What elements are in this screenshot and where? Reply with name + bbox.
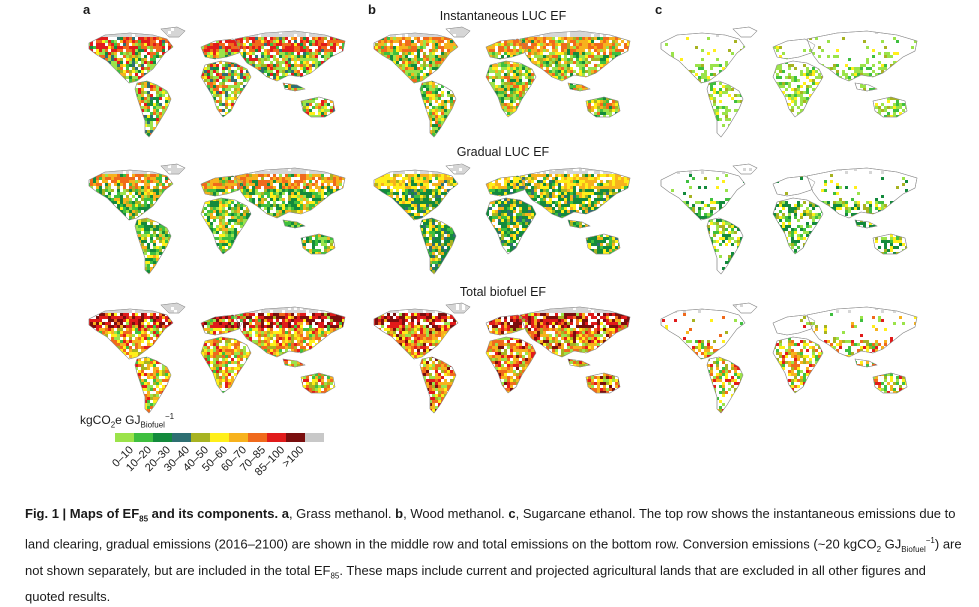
legend-swatch bbox=[172, 433, 191, 442]
row-title-instantaneous: Instantaneous LUC EF bbox=[373, 9, 633, 23]
map-c-gradual bbox=[647, 162, 925, 282]
legend-colorbar bbox=[115, 433, 324, 442]
map-a-total bbox=[75, 301, 353, 421]
figure-caption: Fig. 1 | Maps of EF85 and its components… bbox=[25, 503, 965, 607]
world-map-svg bbox=[373, 26, 631, 138]
legend-swatch bbox=[305, 433, 324, 442]
row-title-gradual: Gradual LUC EF bbox=[373, 145, 633, 159]
world-map-svg bbox=[88, 26, 346, 138]
map-c-total bbox=[647, 301, 925, 421]
world-map-svg bbox=[88, 163, 346, 275]
legend-swatch bbox=[210, 433, 229, 442]
legend-swatch bbox=[134, 433, 153, 442]
legend-unit: kgCO2e GJBiofuel−1 bbox=[80, 412, 174, 429]
map-b-gradual bbox=[360, 162, 638, 282]
legend-swatch bbox=[286, 433, 305, 442]
legend-swatch bbox=[153, 433, 172, 442]
legend-tick-label: >100 bbox=[280, 444, 306, 470]
legend-swatch bbox=[115, 433, 134, 442]
legend-swatch bbox=[248, 433, 267, 442]
legend-tick-labels: 0–10 10–20 20–30 30–40 40–50 50–60 60–70 70–85 8… bbox=[110, 444, 315, 484]
map-a-instantaneous bbox=[75, 25, 353, 145]
map-c-instantaneous bbox=[647, 25, 925, 145]
map-b-total bbox=[360, 301, 638, 421]
row-title-total: Total biofuel EF bbox=[373, 285, 633, 299]
legend-swatch bbox=[191, 433, 210, 442]
map-b-instantaneous bbox=[360, 25, 638, 145]
map-a-gradual bbox=[75, 162, 353, 282]
panel-label-b: b bbox=[368, 2, 376, 17]
legend-swatch bbox=[267, 433, 286, 442]
legend-swatch bbox=[229, 433, 248, 442]
panel-label-a: a bbox=[83, 2, 90, 17]
world-map-svg bbox=[660, 163, 918, 275]
world-map-svg bbox=[88, 302, 346, 414]
world-map-svg bbox=[373, 163, 631, 275]
world-map-svg bbox=[373, 302, 631, 414]
panel-label-c: c bbox=[655, 2, 662, 17]
world-map-svg bbox=[660, 302, 918, 414]
world-map-svg bbox=[660, 26, 918, 138]
